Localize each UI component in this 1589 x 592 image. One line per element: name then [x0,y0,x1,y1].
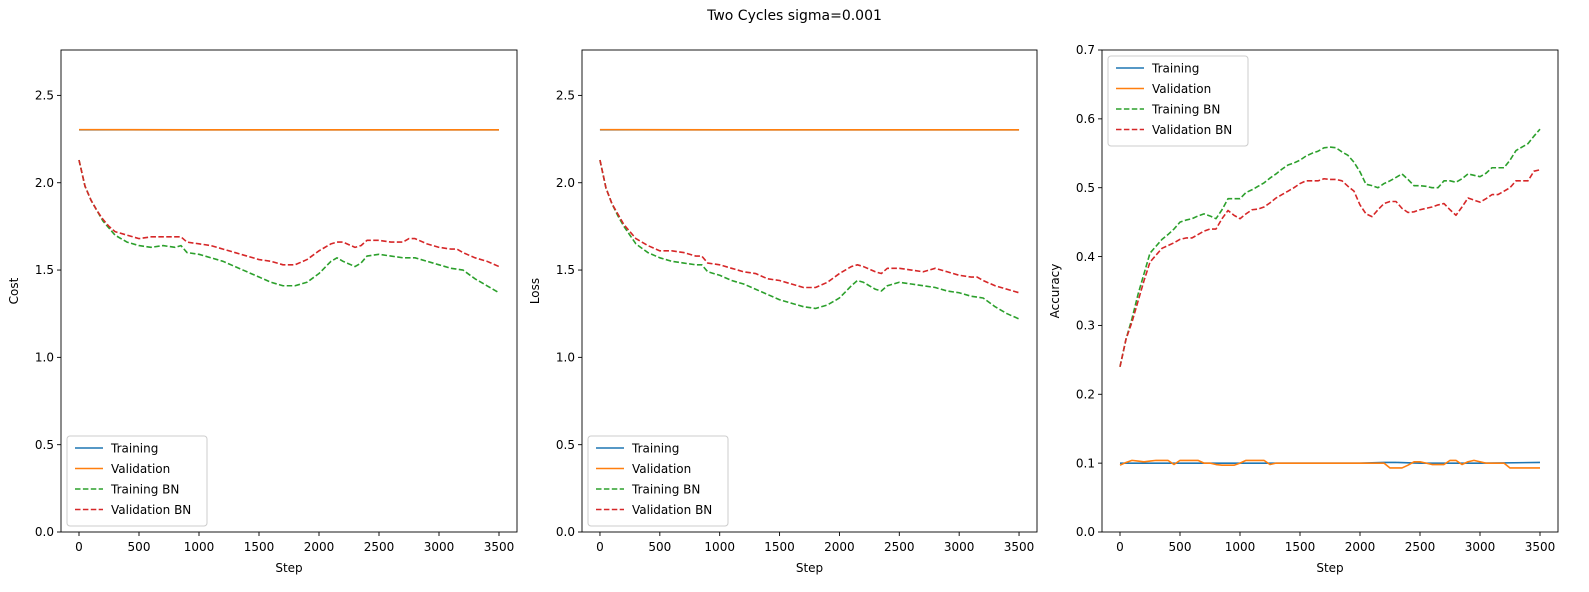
legend-label: Validation BN [632,503,712,517]
x-tick-label: 0 [596,540,604,554]
x-tick-label: 2000 [1345,540,1376,554]
legend-label: Validation BN [1152,123,1232,137]
series-line-validation-bn [1119,169,1541,367]
series-line-validation [1119,459,1540,469]
y-axis-label: Cost [7,277,21,304]
x-tick-label: 3500 [1525,540,1556,554]
x-tick-label: 2000 [824,540,855,554]
x-tick-label: 1500 [1285,540,1316,554]
x-tick-label: 500 [128,540,151,554]
y-axis-label: Loss [528,278,542,304]
chart-panel-2: 0 500 1000 1500 2000 2500 3000 3500 0.0 0.5 1.0 1.5… [528,49,1038,575]
x-tick-label: 1500 [764,540,795,554]
x-tick-label: 0 [75,540,83,554]
y-tick-label: 0.5 [35,438,54,452]
x-tick-label: 3000 [424,540,455,554]
axes-frame [581,49,1038,533]
series-line-training-bn [78,159,500,294]
y-tick-label: 1.0 [556,351,575,365]
x-tick-label: 0 [1116,540,1124,554]
legend-box [66,435,208,527]
y-tick-label: 0.6 [1076,112,1095,126]
series-line-validation-bn [78,159,500,268]
legend-label: Training [1151,61,1199,75]
y-tick-label: 0.4 [1076,250,1095,264]
legend-label: Training BN [631,482,700,496]
x-tick-label: 3000 [944,540,975,554]
x-tick-label: 2000 [304,540,335,554]
legend-label: Validation BN [111,503,191,517]
y-tick-label: 0.5 [556,438,575,452]
legend-label: Validation [1152,82,1211,96]
y-axis-label: Accuracy [1048,264,1062,319]
y-tick-label: 0.2 [1076,387,1095,401]
legend: Training Validation Training BN Validation … [587,435,729,527]
x-tick-label: 1000 [1225,540,1256,554]
x-tick-label: 3500 [1004,540,1035,554]
y-tick-label: 2.5 [35,89,54,103]
y-tick-label: 0.5 [1076,181,1095,195]
x-tick-label: 3500 [484,540,515,554]
axes-frame [1101,49,1559,533]
y-tick-label: 1.5 [556,263,575,277]
x-tick-label: 500 [648,540,671,554]
legend-label: Validation [111,462,170,476]
legend-label: Training BN [1151,102,1220,116]
y-tick-label: 2.0 [556,176,575,190]
chart-panel-3: 0 500 1000 1500 2000 2500 3000 3500 0.0 0.1 0.2 0.3… [1048,43,1559,575]
legend-box [1107,55,1249,147]
y-tick-label: 2.0 [35,176,54,190]
legend-label: Training [631,441,679,455]
x-tick-label: 1500 [244,540,275,554]
legend: Training Validation Training BN Validation … [1107,55,1249,147]
legend-label: Training [110,441,158,455]
y-tick-label: 1.5 [35,263,54,277]
y-tick-label: 2.5 [556,89,575,103]
y-tick-label: 0.0 [556,525,575,539]
x-tick-label: 1000 [704,540,735,554]
y-tick-label: 0.0 [35,525,54,539]
x-tick-label: 2500 [364,540,395,554]
figure-title: Two Cycles sigma=0.001 [707,8,882,24]
y-tick-label: 0.0 [1076,525,1095,539]
series-line-training-bn [599,159,1020,320]
legend: Training Validation Training BN Validation … [66,435,208,527]
x-tick-label: 3000 [1465,540,1496,554]
chart-panel-1: 0 500 1000 1500 2000 2500 3000 3500 0.0 0.5 1.0 1.5… [7,49,518,575]
x-tick-label: 1000 [184,540,215,554]
series-line-validation-bn [599,159,1020,294]
x-axis-label: Step [1316,561,1343,575]
x-tick-label: 2500 [884,540,915,554]
series-line-training-bn [1119,128,1541,367]
x-tick-label: 2500 [1405,540,1436,554]
axes-frame [60,49,518,533]
x-axis-label: Step [275,561,302,575]
y-tick-label: 0.7 [1076,43,1095,57]
x-axis-label: Step [796,561,823,575]
y-tick-label: 0.1 [1076,456,1095,470]
y-tick-label: 1.0 [35,351,54,365]
legend-box [587,435,729,527]
legend-label: Training BN [110,482,179,496]
y-tick-label: 0.3 [1076,319,1095,333]
legend-label: Validation [632,462,691,476]
x-tick-label: 500 [1169,540,1192,554]
